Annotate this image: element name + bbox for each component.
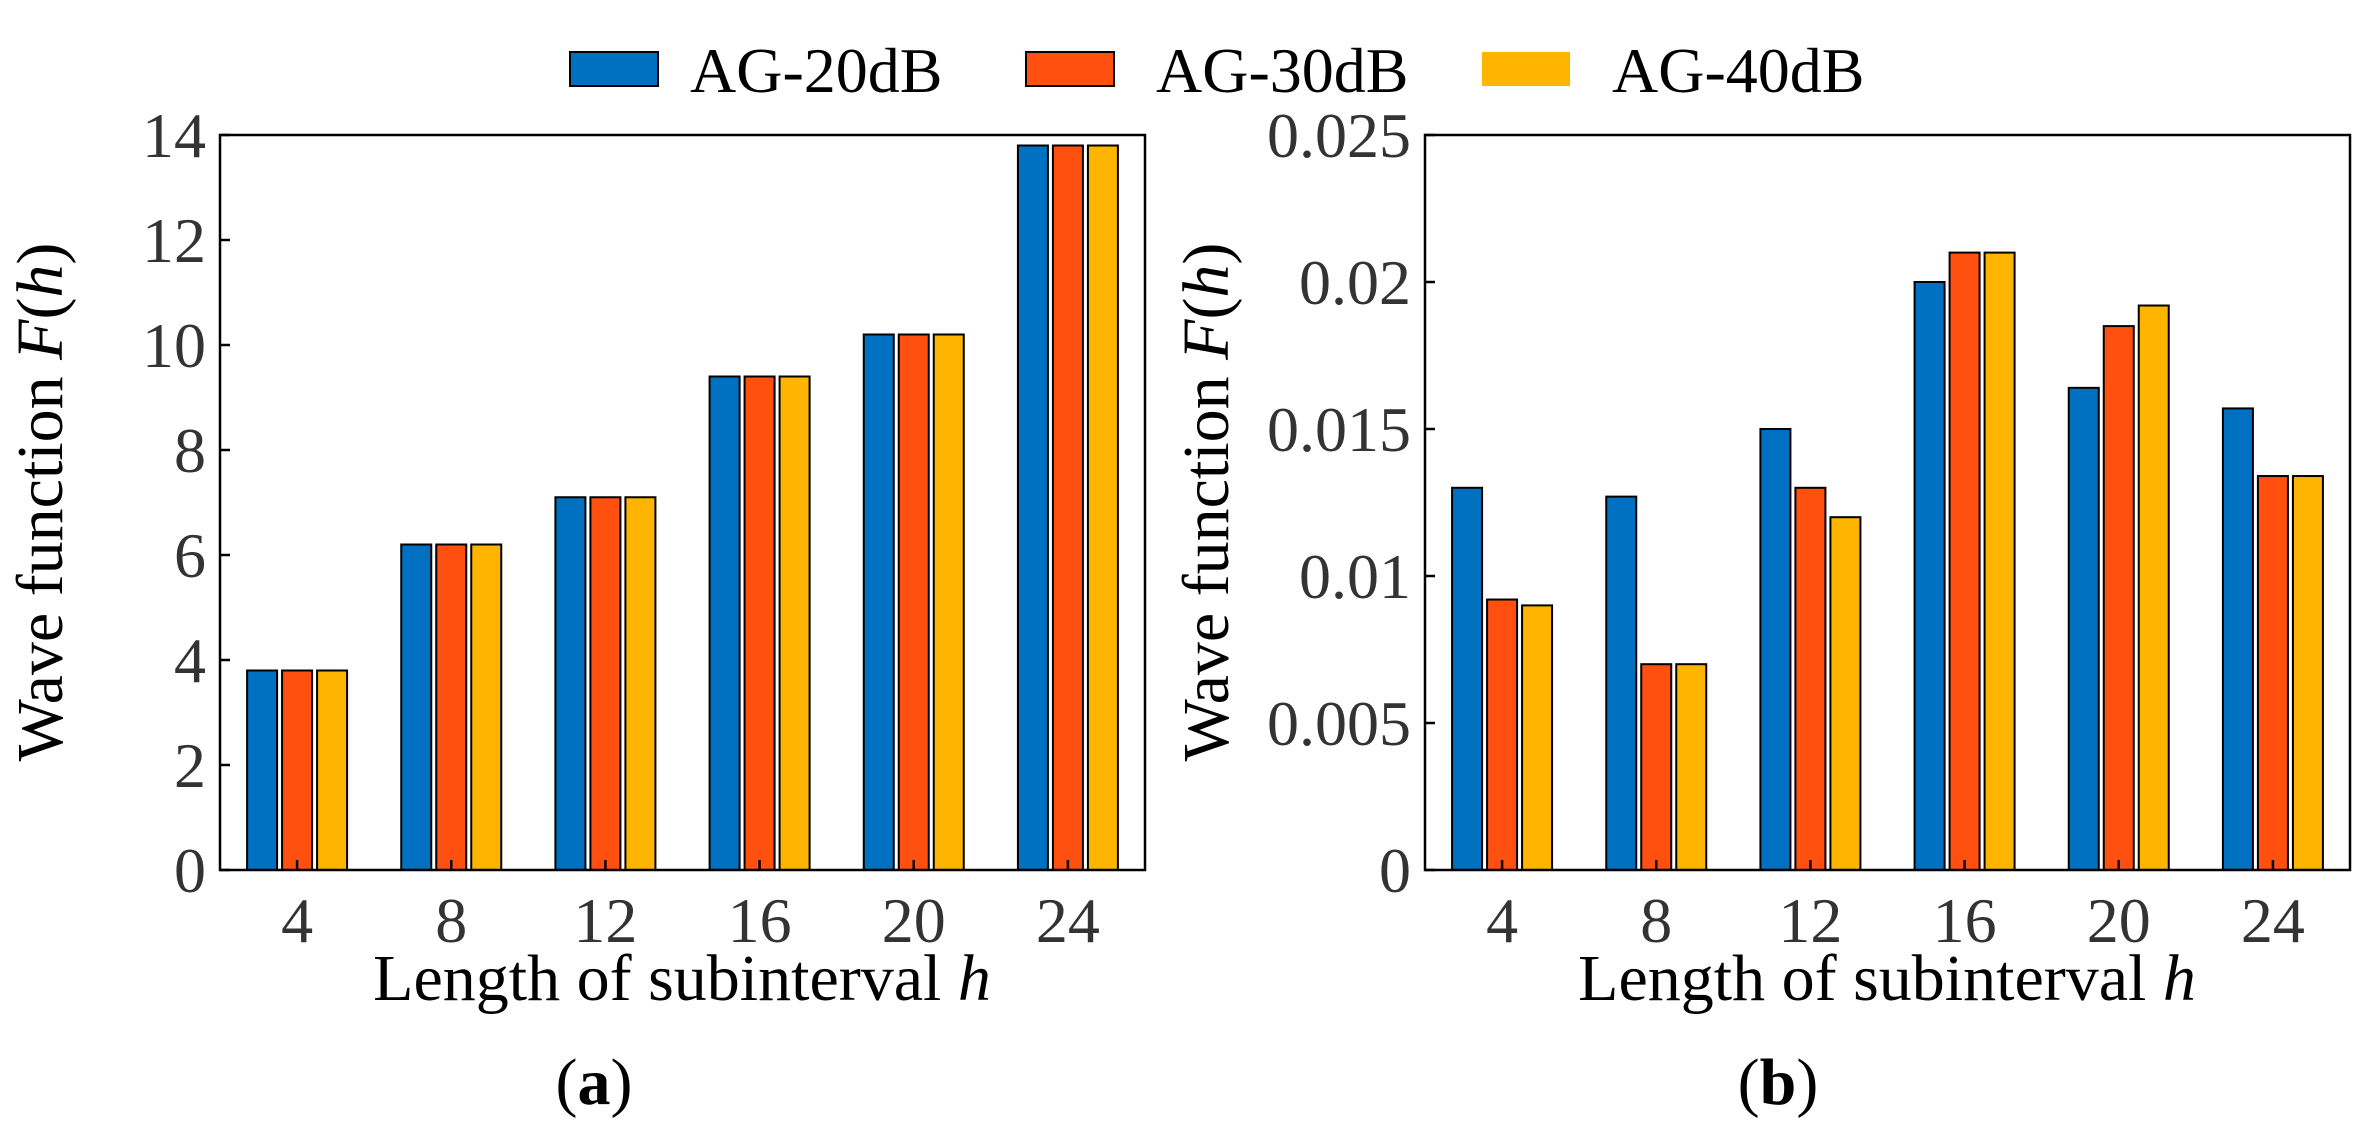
panel-a-y-tick-label: 0 <box>174 835 206 906</box>
legend-swatch-ag-20db <box>569 51 659 87</box>
panel-b-bar-ag-30db-h8 <box>1640 663 1673 872</box>
panel-a-bar-ag-30db-h16 <box>743 375 776 871</box>
panel-a-y-tick-label: 2 <box>174 730 206 801</box>
panel-a-bar-ag-30db-h24 <box>1051 144 1084 871</box>
panel-b-bar-ag-20db-h24 <box>2221 407 2254 871</box>
panel-a-x-tick-label: 24 <box>1036 885 1100 956</box>
panel-a-x-tick-label: 12 <box>573 885 637 956</box>
panel-a-bar-ag-40db-h16 <box>778 375 811 871</box>
panel-b-y-tick-label: 0.02 <box>1299 247 1411 318</box>
panel-a-bar-ag-30db-h20 <box>897 333 930 871</box>
panel-a-x-tick-label: 4 <box>281 885 313 956</box>
panel-a-y-tick-label: 8 <box>174 415 206 486</box>
panel-a-y-tick-label: 10 <box>142 310 206 381</box>
panel-a-y-tick-label: 12 <box>142 205 206 276</box>
panel-b-bar-ag-20db-h12 <box>1759 428 1792 871</box>
panel-a-x-tick-label: 20 <box>882 885 946 956</box>
panel-a-bar-ag-40db-h24 <box>1086 144 1119 871</box>
panel-a-bar-ag-40db-h8 <box>470 543 503 871</box>
panel-a-bar-ag-20db-h8 <box>400 543 433 871</box>
panel-b-x-ticks: 4 8 12 16 20 24 <box>1486 860 2305 956</box>
panel-b-bar-ag-20db-h8 <box>1605 495 1638 871</box>
panel-a-x-tick-label: 16 <box>728 885 792 956</box>
panel-b-bar-ag-40db-h4 <box>1521 604 1554 872</box>
panel-b-y-ticks: 0 0.005 0.01 0.015 0.02 0.025 <box>1267 100 1435 906</box>
panel-a-y-ticks: 0 2 4 6 8 10 12 14 <box>142 100 230 906</box>
panel-b-bar-ag-20db-h4 <box>1451 486 1484 871</box>
panel-b-x-tick-label: 20 <box>2087 885 2151 956</box>
panel-b-label: (b) <box>1738 1046 1819 1119</box>
panel-b-x-tick-label: 8 <box>1640 885 1672 956</box>
panel-b-x-tick-label: 24 <box>2241 885 2305 956</box>
panel-a-y-tick-label: 6 <box>174 520 206 591</box>
legend-label-ag-30db: AG-30dB <box>1156 35 1408 106</box>
panel-b-chart: 0 0.005 0.01 0.015 0.02 0.025 4 8 12 16 20 24 Wave… <box>1170 100 2352 1119</box>
panel-b-bar-ag-30db-h12 <box>1794 486 1827 871</box>
panel-a-bar-ag-20db-h24 <box>1016 144 1049 871</box>
panel-b-x-tick-label: 16 <box>1933 885 1997 956</box>
panel-b-x-tick-label: 4 <box>1486 885 1518 956</box>
panel-b-y-tick-label: 0.025 <box>1267 100 1411 171</box>
panel-a-label: (a) <box>556 1046 633 1119</box>
panel-b-y-tick-label: 0.015 <box>1267 394 1411 465</box>
panel-b-bar-ag-20db-h16 <box>1913 281 1946 871</box>
panel-a-plot-frame <box>218 133 1147 872</box>
panel-b-bar-ag-40db-h16 <box>1983 251 2016 872</box>
panel-a-bar-ag-40db-h12 <box>624 496 657 871</box>
panel-b-x-tick-label: 12 <box>1778 885 1842 956</box>
panel-a-y-tick-label: 14 <box>142 100 206 171</box>
panel-b-bar-ag-40db-h12 <box>1829 516 1862 871</box>
panel-a-bar-ag-30db-h12 <box>589 496 622 871</box>
legend: AG-20dB AG-30dB AG-40dB <box>569 35 1864 106</box>
panel-b-bars <box>1451 251 2324 872</box>
panel-a-y-tick-label: 4 <box>174 625 206 696</box>
panel-b-plot-frame <box>1423 133 2352 872</box>
panel-a-x-ticks: 4 8 12 16 20 24 <box>281 860 1100 956</box>
legend-swatch-ag-40db <box>1482 52 1570 86</box>
panel-b-bar-ag-30db-h4 <box>1486 598 1519 872</box>
panel-a-bar-ag-30db-h8 <box>435 543 468 871</box>
panel-a-bar-ag-20db-h12 <box>554 496 587 871</box>
legend-label-ag-40db: AG-40dB <box>1612 35 1864 106</box>
legend-label-ag-20db: AG-20dB <box>690 35 942 106</box>
panel-a-bar-ag-20db-h4 <box>246 669 279 871</box>
panel-b-y-tick-label: 0 <box>1379 835 1411 906</box>
panel-a-x-tick-label: 8 <box>435 885 467 956</box>
panel-a-bar-ag-30db-h4 <box>281 669 314 871</box>
panel-a-y-axis-label: Wave function F(h) <box>4 243 77 762</box>
panel-a-bar-ag-20db-h20 <box>862 333 895 871</box>
panel-b-bar-ag-30db-h16 <box>1948 251 1981 872</box>
legend-swatch-ag-30db <box>1025 51 1115 87</box>
panel-b-bar-ag-30db-h24 <box>2256 475 2289 871</box>
panel-b-bar-ag-20db-h20 <box>2067 386 2100 871</box>
panel-a-bars <box>246 144 1119 871</box>
panel-b-x-axis-label: Length of subinterval h <box>1578 942 2196 1015</box>
panel-b-bar-ag-40db-h20 <box>2137 304 2170 871</box>
panel-b-bar-ag-40db-h24 <box>2291 475 2324 871</box>
panel-b-y-tick-label: 0.01 <box>1299 541 1411 612</box>
panel-a-bar-ag-40db-h4 <box>316 669 349 871</box>
panel-a-bar-ag-20db-h16 <box>708 375 741 871</box>
panel-b-bar-ag-40db-h8 <box>1675 663 1708 872</box>
panel-b-y-tick-label: 0.005 <box>1267 688 1411 759</box>
panel-a-bar-ag-40db-h20 <box>932 333 965 871</box>
panel-a-x-axis-label: Length of subinterval h <box>373 942 991 1015</box>
panel-b-bar-ag-30db-h20 <box>2102 325 2135 872</box>
panel-b-y-axis-label: Wave function F(h) <box>1170 243 1243 762</box>
